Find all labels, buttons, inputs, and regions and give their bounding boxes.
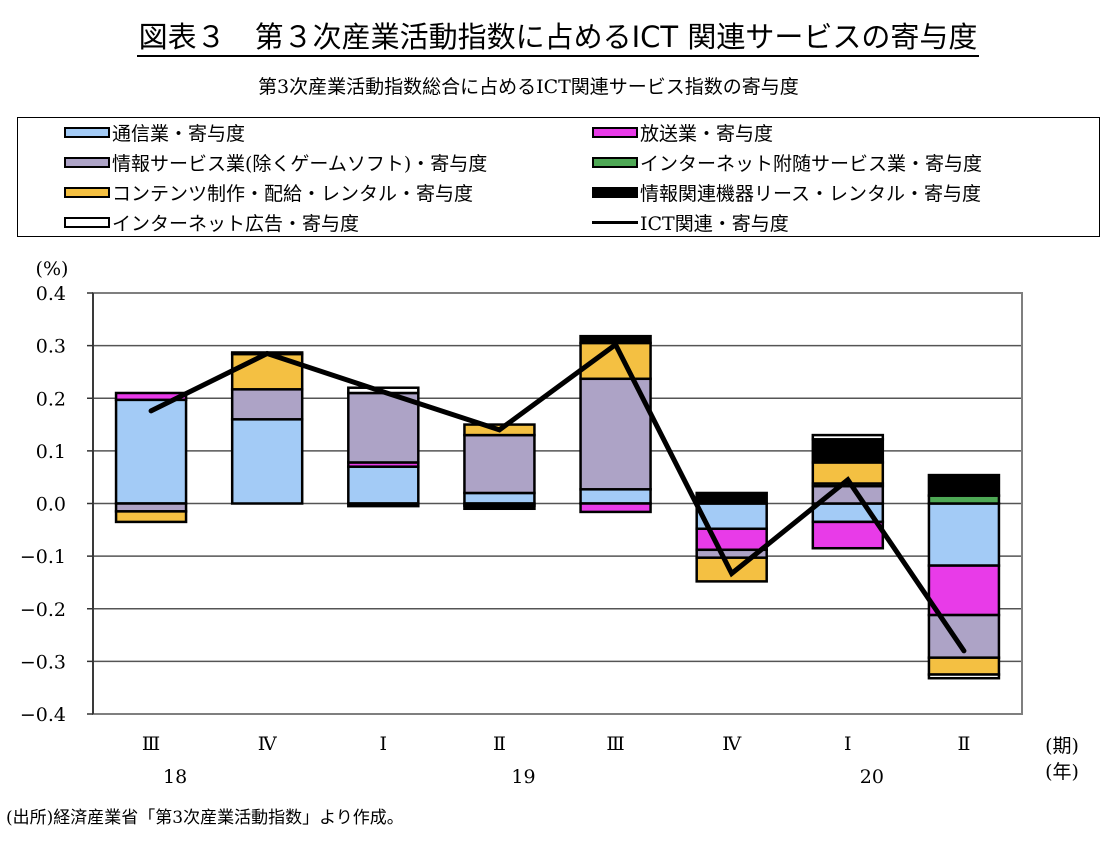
bar-segment <box>463 433 536 495</box>
legend-label: インターネット附随サービス業・寄与度 <box>640 152 983 175</box>
bar-segment <box>927 502 1001 567</box>
y-tick-label: 0.4 <box>36 283 66 305</box>
legend-item-info-service: 情報サービス業(除くゲームソフト)・寄与度 <box>64 148 487 176</box>
y-tick-label: −0.3 <box>20 651 66 673</box>
x-tick-label: Ⅱ <box>493 733 506 755</box>
bar-segment <box>347 391 420 464</box>
bar-segment <box>230 418 304 505</box>
bar-segment <box>695 491 768 505</box>
legend-item-internet-ads: インターネット広告・寄与度 <box>64 208 359 236</box>
legend-swatch-internet-service <box>592 156 638 168</box>
bar-segment <box>579 502 652 514</box>
legend-label: 情報関連機器リース・レンタル・寄与度 <box>640 182 982 205</box>
legend-item-internet-service: インターネット附随サービス業・寄与度 <box>592 148 982 176</box>
y-tick-label: 0.2 <box>36 388 66 410</box>
x-year-label: 18 <box>163 766 187 788</box>
y-tick-label: −0.2 <box>20 599 66 621</box>
y-tick-label: 0.1 <box>36 441 66 463</box>
x-axis-year-label: (年) <box>1045 761 1079 783</box>
legend-label: 放送業・寄与度 <box>640 122 774 145</box>
x-tick-label: Ⅲ <box>142 733 160 755</box>
x-tick-label: Ⅳ <box>258 733 278 755</box>
bar-segment <box>463 504 536 511</box>
x-axis-period-label: (期) <box>1045 735 1079 757</box>
y-tick-label: 0.0 <box>36 494 66 516</box>
legend-swatch-leasing <box>592 186 638 198</box>
legend-label: 情報サービス業(除くゲームソフト)・寄与度 <box>112 152 488 175</box>
legend-item-contents: コンテンツ制作・配給・レンタル・寄与度 <box>64 178 473 206</box>
bar-segment <box>347 502 420 508</box>
bar-segment <box>927 473 1001 497</box>
y-axis-unit: (%) <box>36 258 69 280</box>
bar-segment <box>811 520 885 550</box>
legend-label: 通信業・寄与度 <box>112 122 246 145</box>
legend-swatch-info-service <box>64 156 110 168</box>
x-year-label: 19 <box>511 766 535 788</box>
bar-segment <box>927 564 1001 617</box>
chart-subtitle: 第3次産業活動指数総合に占めるICT関連サービス指数の寄与度 <box>258 76 799 98</box>
bar-segment <box>463 491 536 505</box>
bar-segment <box>695 527 768 552</box>
legend-swatch-broadcast <box>592 126 638 138</box>
x-tick-label: Ⅱ <box>957 733 970 755</box>
legend: 通信業・寄与度 放送業・寄与度 情報サービス業(除くゲームソフト)・寄与度 イン… <box>17 117 1100 237</box>
figure-title-text: 図表３ 第３次産業活動指数に占めるICT 関連サービスの寄与度 <box>136 20 980 57</box>
ict-total-line <box>148 340 967 654</box>
bar-segment <box>114 398 188 505</box>
legend-item-telecom: 通信業・寄与度 <box>64 118 245 146</box>
legend-label: インターネット広告・寄与度 <box>112 212 360 235</box>
legend-label: コンテンツ制作・配給・レンタル・寄与度 <box>112 182 474 205</box>
bar-segment <box>811 438 885 464</box>
y-tick-label: −0.4 <box>20 704 66 726</box>
bar-segment <box>579 377 652 491</box>
bar-segment <box>230 388 304 421</box>
legend-item-broadcast: 放送業・寄与度 <box>592 118 773 146</box>
legend-swatch-ict-line <box>592 220 638 224</box>
y-tick-label: −0.1 <box>20 546 66 568</box>
legend-item-ict-total: ICT関連・寄与度 <box>592 208 789 236</box>
y-tick-label: 0.3 <box>36 336 66 358</box>
x-tick-label: Ⅰ <box>844 733 852 755</box>
x-tick-label: Ⅰ <box>380 733 388 755</box>
bar-segment <box>579 488 652 505</box>
x-tick-label: Ⅲ <box>606 733 624 755</box>
legend-item-leasing: 情報関連機器リース・レンタル・寄与度 <box>592 178 981 206</box>
legend-swatch-internet-ads <box>64 216 110 228</box>
source-note: (出所)経済産業省「第3次産業活動指数」より作成。 <box>6 808 404 828</box>
figure-title: 図表３ 第３次産業活動指数に占めるICT 関連サービスの寄与度 <box>0 14 1116 57</box>
bar-segment <box>347 465 420 505</box>
legend-swatch-contents <box>64 186 110 198</box>
bar-segment <box>114 510 188 524</box>
legend-label: ICT関連・寄与度 <box>640 212 789 235</box>
bar-segment <box>927 673 1001 680</box>
x-year-label: 20 <box>860 766 884 788</box>
bar-segment <box>811 433 885 441</box>
bar-segment <box>114 391 188 402</box>
legend-swatch-telecom <box>64 126 110 138</box>
x-tick-label: Ⅳ <box>722 733 742 755</box>
bar-segment <box>927 656 1001 676</box>
